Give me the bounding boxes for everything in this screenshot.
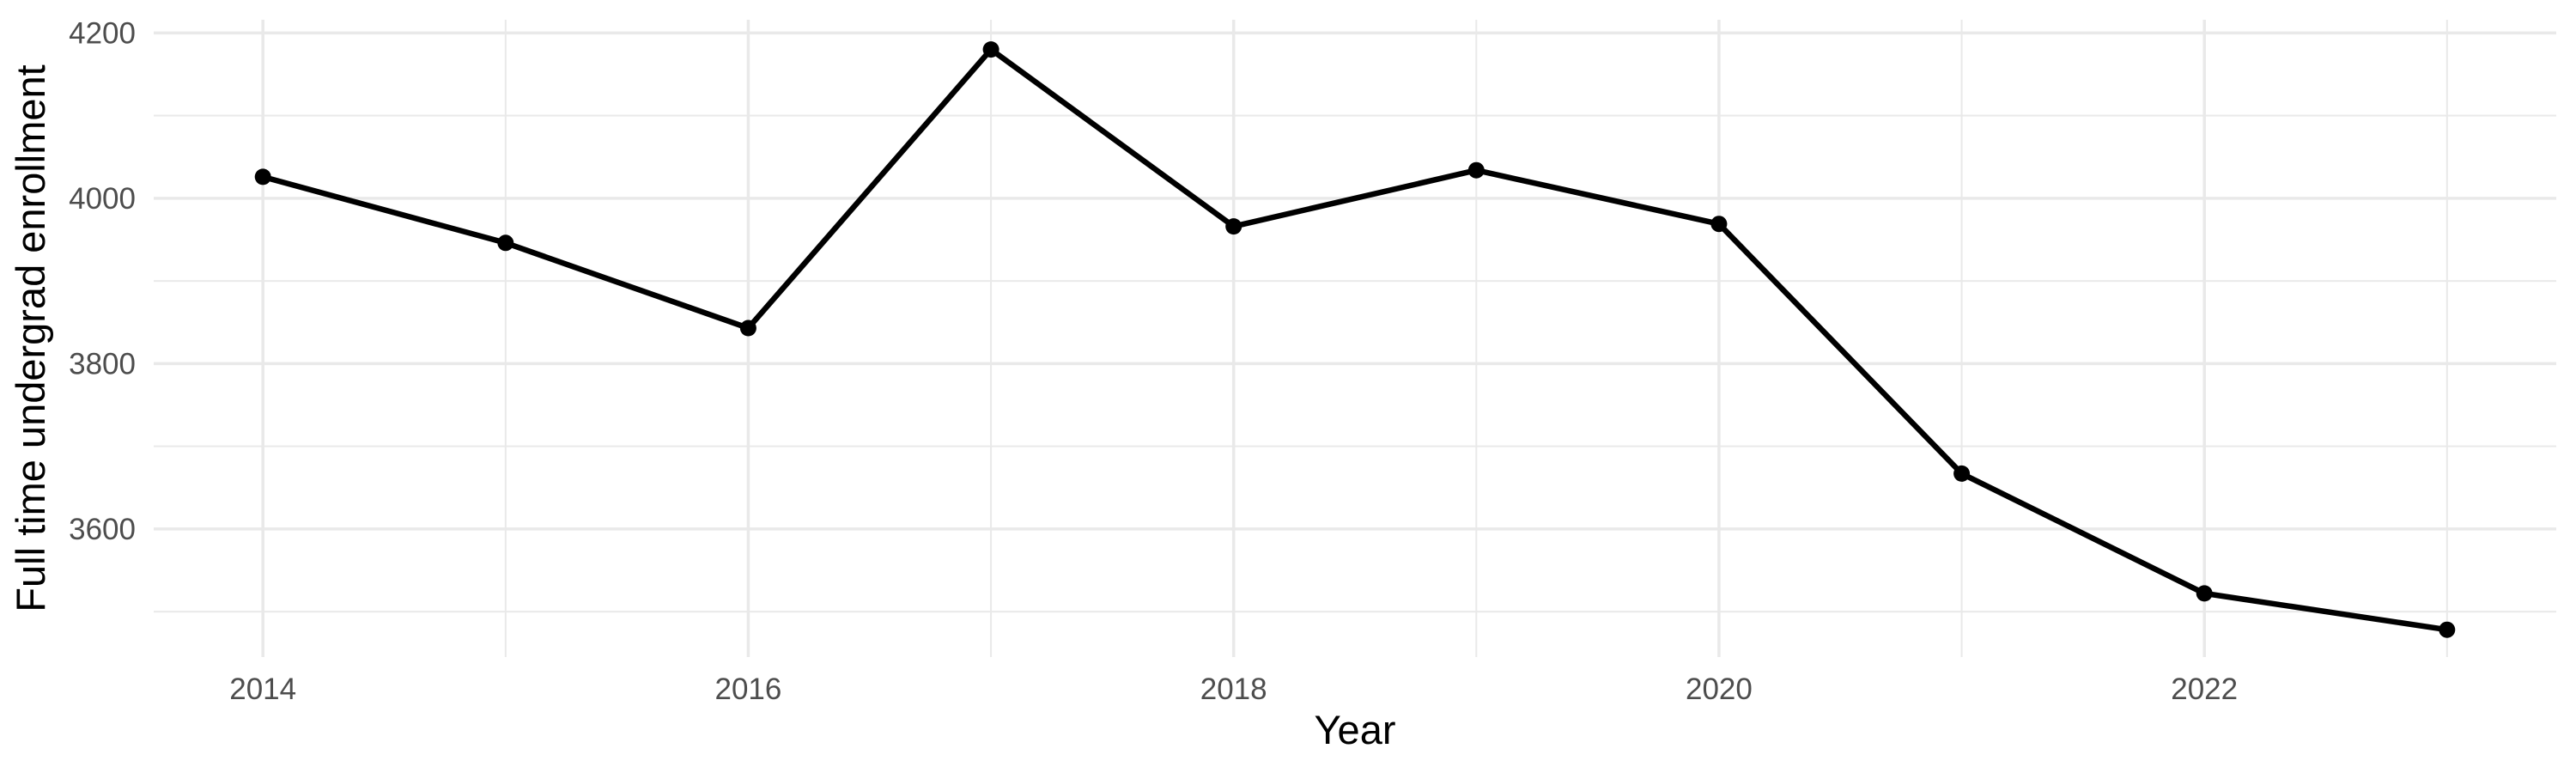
x-tick-label: 2016 (714, 673, 781, 706)
y-tick-label: 3600 (69, 513, 136, 546)
data-point (739, 320, 756, 337)
data-point (254, 168, 271, 186)
x-tick-label: 2022 (2171, 673, 2238, 706)
y-axis-tick-labels: 3600 3800 4000 4200 (69, 17, 136, 546)
major-gridlines (154, 20, 2556, 657)
data-point (1225, 218, 1242, 235)
minor-gridlines (154, 20, 2556, 657)
x-axis-tick-labels: 2014 2016 2018 2020 2022 (229, 673, 2238, 706)
y-tick-label: 4000 (69, 182, 136, 216)
data-point (982, 41, 999, 58)
data-point (2196, 585, 2213, 602)
data-point (1710, 216, 1728, 233)
data-point (1467, 161, 1485, 179)
x-tick-label: 2014 (229, 673, 296, 706)
x-axis-title: Year (1315, 707, 1396, 752)
data-point (497, 234, 514, 252)
y-tick-label: 3800 (69, 348, 136, 381)
y-tick-label: 4200 (69, 17, 136, 51)
data-points (254, 41, 2456, 638)
line-series (259, 46, 2451, 633)
y-axis-title: Full time undergrad enrollment (8, 64, 53, 612)
x-tick-label: 2018 (1200, 673, 1267, 706)
data-point (2439, 621, 2456, 638)
data-point (1953, 465, 1971, 482)
x-tick-label: 2020 (1686, 673, 1753, 706)
